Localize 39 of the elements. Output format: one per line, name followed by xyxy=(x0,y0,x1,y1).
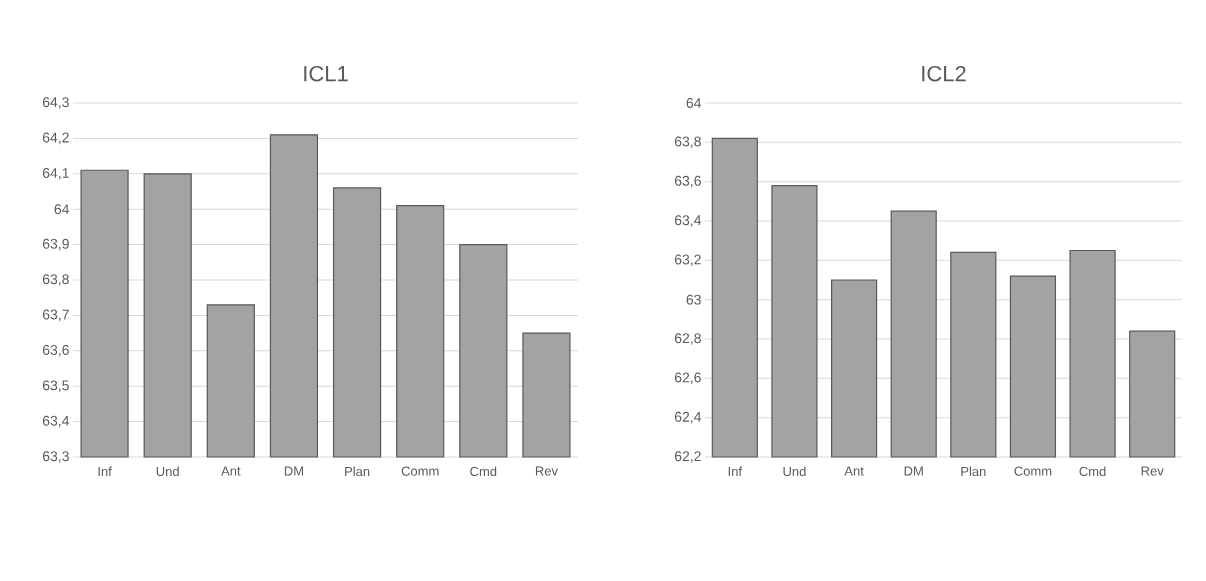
y-tick-label: 63,8 xyxy=(42,274,69,286)
y-tick-label: 63,4 xyxy=(674,215,702,227)
y-tick-label: 64 xyxy=(54,204,70,215)
x-tick-label: Comm xyxy=(1014,466,1052,476)
x-tick-label: Ant xyxy=(221,466,241,476)
y-tick-label: 63,7 xyxy=(42,309,69,322)
x-tick-label: Rev xyxy=(1141,466,1164,476)
y-tick-label: 63,6 xyxy=(674,175,701,188)
x-tick-label: Und xyxy=(156,466,179,477)
y-tick-label: 63 xyxy=(686,294,701,305)
y-tick-label: 62,8 xyxy=(674,333,701,345)
y-tick-label: 63,5 xyxy=(42,380,69,392)
y-tick-label: 64,2 xyxy=(42,132,69,145)
x-tick-label: Cmd xyxy=(1079,466,1106,477)
y-tick-label: 64,3 xyxy=(42,97,69,109)
y-tick-label: 62,4 xyxy=(674,411,702,424)
y-tick-label: 63,9 xyxy=(42,238,69,251)
y-tick-label: 63,6 xyxy=(42,345,69,357)
chart-title: ICL2 xyxy=(922,65,966,82)
y-tick-label: 62,2 xyxy=(674,451,701,463)
x-tick-label: Ant xyxy=(844,466,864,476)
x-tick-label: Und xyxy=(783,466,806,477)
y-tick-label: 62,6 xyxy=(674,372,701,385)
chart-title: ICL1 xyxy=(304,65,348,82)
x-tick-label: DM xyxy=(904,466,923,476)
y-tick-label: 63,3 xyxy=(42,451,69,463)
x-tick-label: Inf xyxy=(728,466,743,476)
x-tick-label: Rev xyxy=(535,466,558,476)
y-tick-label: 64 xyxy=(686,98,702,108)
y-tick-label: 63,2 xyxy=(674,254,701,267)
x-tick-label: Plan xyxy=(345,466,370,477)
y-tick-label: 63,8 xyxy=(674,136,701,149)
x-tick-label: Cmd xyxy=(470,466,497,477)
y-tick-label: 64,1 xyxy=(42,168,69,180)
y-tick-label: 63,4 xyxy=(42,415,70,428)
x-tick-label: Inf xyxy=(98,466,112,476)
x-tick-label: DM xyxy=(284,466,303,476)
x-tick-label: Plan xyxy=(961,466,986,477)
x-tick-label: Comm xyxy=(401,466,439,476)
